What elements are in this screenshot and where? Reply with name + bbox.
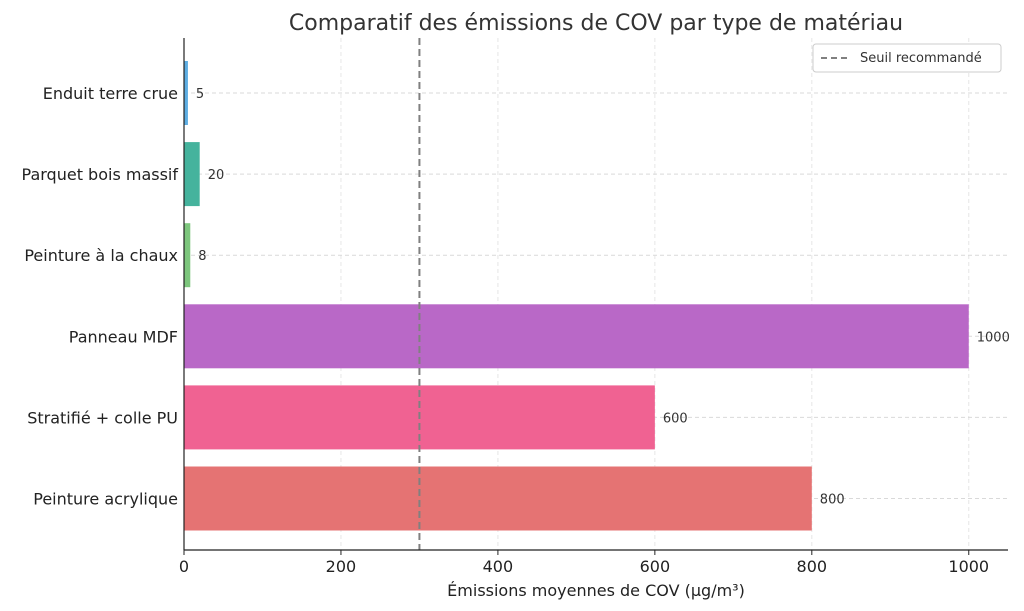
bar-5 (184, 466, 812, 531)
x-tick-label-4: 800 (797, 557, 828, 576)
legend: Seuil recommandé (812, 43, 1002, 73)
x-tick-label-2: 400 (483, 557, 514, 576)
category-label-2: Peinture à la chaux (24, 246, 178, 265)
data-label-0: 5 (196, 87, 204, 102)
chart-title: Comparatif des émissions de COV par type… (289, 11, 903, 36)
data-label-2: 8 (198, 249, 206, 264)
bar-1 (184, 142, 200, 207)
category-label-5: Peinture acrylique (33, 490, 178, 509)
bars-layer (184, 61, 969, 531)
x-tick-label-5: 1000 (948, 557, 989, 576)
x-tick-label-3: 600 (640, 557, 671, 576)
data-label-4: 600 (663, 411, 688, 426)
x-tick-label-0: 0 (179, 557, 189, 576)
legend-box (812, 43, 1002, 73)
category-label-0: Enduit terre crue (43, 84, 178, 103)
category-label-3: Panneau MDF (69, 327, 178, 346)
bar-0 (184, 61, 188, 125)
axes-layer (183, 38, 1008, 555)
labels-layer: 5 Enduit terre crue 20 Parquet bois massif 8… (22, 84, 1010, 576)
x-axis-label: Émissions moyennes de COV (µg/m³) (447, 581, 745, 600)
data-label-5: 800 (820, 493, 845, 508)
bar-2 (184, 223, 191, 288)
bar-3 (184, 304, 969, 369)
x-tick-label-1: 200 (326, 557, 357, 576)
category-label-4: Stratifié + colle PU (27, 408, 178, 427)
category-label-1: Parquet bois massif (22, 165, 179, 184)
data-label-3: 1000 (977, 330, 1010, 345)
data-label-1: 20 (208, 168, 225, 183)
legend-label-threshold: Seuil recommandé (860, 51, 982, 66)
